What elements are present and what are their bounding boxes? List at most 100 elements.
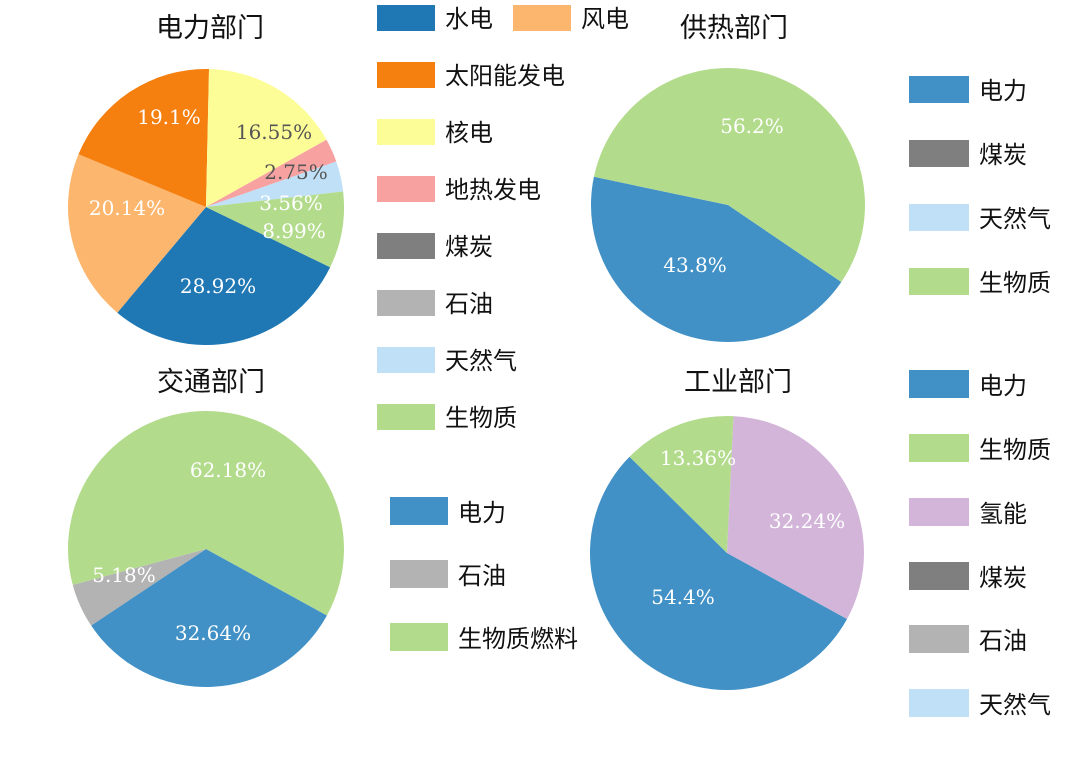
slice-value-label: 2.75%: [264, 160, 328, 184]
legend-item: 石油: [909, 625, 1027, 655]
legend-swatch: [909, 498, 969, 526]
legend-label: 石油: [458, 562, 506, 590]
legend-swatch: [377, 233, 435, 259]
legend-swatch: [909, 204, 969, 231]
legend-swatch: [377, 347, 435, 373]
legend-swatch: [909, 689, 969, 717]
legend-item: 天然气: [909, 204, 1051, 233]
legend-swatch: [909, 268, 969, 295]
legend-label: 天然气: [445, 347, 517, 375]
legend-item: 煤炭: [909, 562, 1027, 592]
legend-label: 氢能: [979, 500, 1027, 528]
legend-swatch: [909, 76, 969, 103]
legend-label: 电力: [979, 77, 1027, 105]
legend-label: 太阳能发电: [445, 62, 565, 90]
pie-slice-生物质: [629, 416, 734, 553]
slice-value-label: 3.56%: [259, 191, 323, 215]
legend-item: 太阳能发电: [377, 62, 565, 90]
legend-swatch: [909, 140, 969, 167]
legend-item: 生物质: [909, 434, 1051, 464]
legend-label: 煤炭: [979, 141, 1027, 169]
slice-value-label: 16.55%: [236, 120, 312, 144]
legend-swatch: [377, 404, 435, 430]
chart-title: 工业部门: [684, 367, 792, 398]
legend-swatch: [513, 5, 571, 31]
legend-label: 生物质: [979, 436, 1051, 464]
legend-item: 生物质: [377, 404, 517, 432]
legend-item: 煤炭: [377, 233, 493, 261]
slice-value-label: 13.36%: [660, 446, 736, 470]
chart-title: 电力部门: [156, 13, 264, 44]
pie-slice-氢能: [727, 416, 864, 619]
legend-label: 石油: [445, 290, 493, 318]
legend-swatch: [909, 370, 969, 398]
slice-value-label: 62.18%: [190, 458, 266, 482]
legend-label: 天然气: [979, 205, 1051, 233]
slice-value-label: 32.24%: [769, 509, 845, 533]
legend-item: 生物质: [909, 268, 1051, 297]
pie-slice-太阳能发电: [78, 68, 210, 207]
legend-swatch: [377, 176, 435, 202]
legend-item: 电力: [909, 370, 1027, 400]
slice-value-label: 20.14%: [89, 196, 165, 220]
legend-item: 天然气: [909, 689, 1051, 719]
legend-item: 水电: [377, 5, 493, 33]
pie-slice-核电: [206, 69, 327, 207]
slice-value-label: 19.1%: [137, 105, 201, 129]
legend-swatch: [377, 62, 435, 88]
legend-label: 煤炭: [445, 233, 493, 261]
pie-chart-power: 电力部门 28.92% 20.14% 19.1% 16.55% 2.75% 3.56% 8.9…: [67, 5, 629, 432]
chart-title: 供热部门: [680, 13, 788, 44]
pie-slice-地热发电: [206, 139, 337, 207]
legend-label: 天然气: [979, 691, 1051, 719]
pie-slice-风电: [67, 154, 207, 313]
slice-value-label: 8.99%: [262, 219, 326, 243]
pie-slice-电力: [590, 176, 842, 343]
pie-slice-天然气: [206, 161, 344, 207]
pie-slice-电力: [91, 549, 327, 688]
legend-swatch: [390, 623, 448, 651]
legend-label: 水电: [445, 5, 493, 33]
legend-label: 地热发电: [445, 176, 541, 204]
legend-item: 煤炭: [909, 140, 1027, 169]
legend-item: 氢能: [909, 498, 1027, 528]
slice-value-label: 5.18%: [92, 563, 156, 587]
slice-value-label: 54.4%: [651, 585, 715, 609]
legend-item: 石油: [390, 560, 506, 590]
legend-item: 天然气: [377, 347, 517, 375]
legend-item: 电力: [909, 76, 1027, 105]
slice-value-label: 32.64%: [175, 621, 251, 645]
legend-item: 电力: [390, 497, 506, 527]
legend-label: 风电: [581, 5, 629, 33]
pie-slice-水电: [117, 207, 331, 346]
legend-item: 生物质燃料: [390, 623, 578, 653]
legend-label: 电力: [458, 499, 506, 527]
legend-swatch: [377, 5, 435, 31]
legend-item: 地热发电: [377, 176, 541, 204]
pie-slice-生物质: [206, 191, 344, 268]
chart-title: 交通部门: [157, 367, 265, 398]
legend-label: 生物质燃料: [458, 625, 578, 653]
legend-label: 生物质: [445, 404, 517, 432]
pie-slice-生物质燃料: [67, 411, 344, 616]
legend-label: 核电: [445, 119, 493, 147]
slice-value-label: 28.92%: [180, 274, 256, 298]
legend-swatch: [909, 562, 969, 590]
legend-swatch: [909, 625, 969, 653]
legend-swatch: [390, 560, 448, 588]
legend-swatch: [909, 434, 969, 462]
legend-item: 风电: [513, 5, 629, 33]
pie-slice-电力: [589, 456, 848, 691]
legend-label: 石油: [979, 627, 1027, 655]
legend-swatch: [390, 497, 448, 525]
pie-slice-石油: [72, 549, 206, 626]
legend-swatch: [377, 290, 435, 316]
